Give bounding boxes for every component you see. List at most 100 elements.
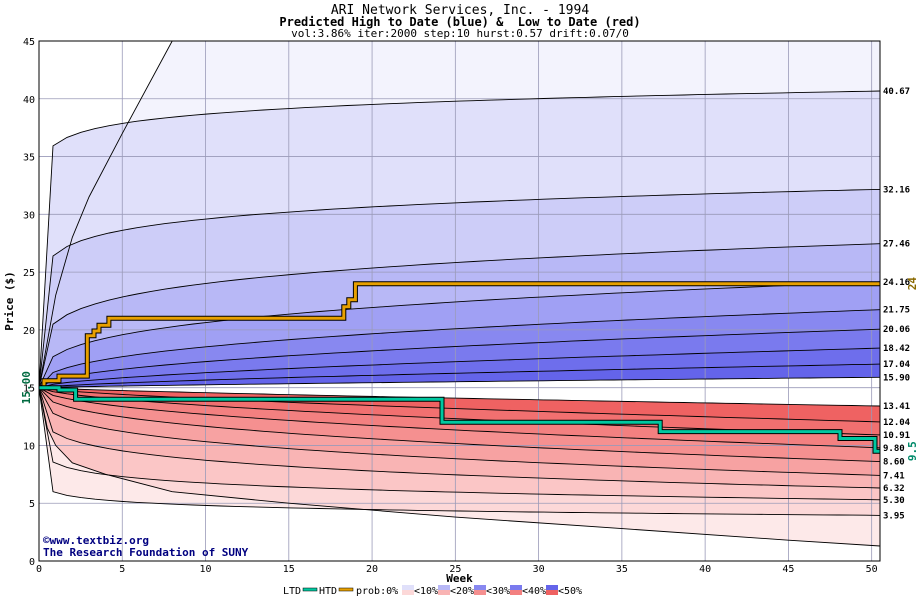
legend-bin-swatch-low [546,590,558,595]
low-band [39,387,880,516]
legend-bin-label: <50% [558,586,582,597]
x-tick-label: 40 [699,564,711,575]
x-tick-label: 15 [283,564,295,575]
legend-bin-swatch-low [402,590,414,595]
low-band [39,387,880,462]
legend-bin-swatch-high [546,585,558,590]
low-band [39,387,880,422]
x-tick-label: 10 [200,564,212,575]
chart-title: ARI Network Services, Inc. - 1994 [330,3,590,18]
legend-bin-swatch-high [510,585,522,590]
high-quantile-line [38,347,881,389]
quantile-end-label: 32.16 [883,185,910,195]
outer-high-line [38,40,173,388]
y-tick-label: 20 [23,326,35,337]
quantile-end-label: 27.46 [883,240,910,250]
quantile-end-label: 18.42 [883,344,910,354]
plot-frame [38,40,881,562]
low-quantile-line [38,387,881,476]
high-band [39,189,880,388]
legend-bin-label: <30% [486,586,510,597]
legend-htd-label: HTD [319,586,337,597]
x-tick-label: 35 [616,564,628,575]
quantile-end-label: 5.30 [883,496,905,506]
high-quantile-line [38,363,881,389]
low-quantile-line [38,387,881,407]
quantile-end-label: 24.16 [883,278,910,288]
y-tick-label: 45 [23,37,35,48]
x-tick-label: 50 [866,564,878,575]
legend-ltd-label: LTD [283,586,301,597]
low-quantile-line [38,387,881,516]
legend-bin-label: <20% [450,586,474,597]
x-tick-label: 20 [366,564,378,575]
quantile-end-label: 6.32 [883,484,905,494]
quantile-end-label: 12.04 [883,418,911,428]
legend-bin-swatch-high [474,585,486,590]
quantile-end-label: 40.67 [883,87,910,97]
x-tick-label: 0 [36,564,42,575]
legend-bin-swatch-high [402,585,414,590]
quantile-end-label: 8.60 [883,458,905,468]
quantile-end-label: 17.04 [883,360,911,370]
y-tick-label: 25 [23,268,35,279]
high-band [39,364,880,388]
legend-prob-label: prob:0% [356,586,398,597]
quantile-end-label: 20.06 [883,325,910,335]
y-tick-label: 35 [23,153,35,164]
high-quantile-line [38,281,881,388]
legend-ltd-swatch [302,587,318,592]
high-band [39,281,880,388]
start-price-label: 15.00 [20,371,33,404]
x-tick-label: 25 [449,564,461,575]
y-tick-label: 40 [23,95,35,106]
low-band [39,387,880,435]
high-band [39,309,880,388]
low-band [39,387,880,476]
legend-bin-swatch-high [438,585,450,590]
quantile-end-label: 21.75 [883,306,910,316]
high-quantile-line [38,243,881,388]
chart-subtitle: Predicted High to Date (blue) & Low to D… [279,15,641,29]
low-quantile-line [38,387,881,449]
watermark-org: The Research Foundation of SUNY [43,546,249,559]
outer-low-line [38,387,881,547]
high-quantile-line [38,188,881,388]
high-band [39,91,880,388]
legend-bin-swatch-low [474,590,486,595]
high-band [39,348,880,388]
quantile-end-label: 7.41 [883,471,905,481]
low-quantile-line [38,387,881,489]
legend-bin-swatch-low [438,590,450,595]
low-quantile-line [38,387,881,501]
high-quantile-line [38,376,881,389]
watermark-url: ©www.textbiz.org [43,534,149,547]
quantile-end-label: 3.95 [883,511,905,521]
legend-bin-swatch-low [510,590,522,595]
y-tick-label: 30 [23,210,35,221]
quantile-end-label: 15.90 [883,373,910,383]
quantile-end-label: 13.41 [883,402,910,412]
x-axis-label: Week [446,572,473,585]
legend-bin-label: <40% [522,586,546,597]
legend-htd-swatch [338,587,354,592]
high-quantile-line [38,328,881,389]
y-tick-label: 10 [23,441,35,452]
last-low-label: 9.5 [906,441,919,461]
high-quantile-line [38,90,881,388]
y-axis-label: Price ($) [3,271,16,331]
high-band-outer [39,41,880,388]
low-band [39,387,880,500]
high-band [39,329,880,388]
x-tick-label: 5 [119,564,125,575]
last-high-label: 24 [906,277,919,291]
high-band [39,243,880,388]
low-band [39,387,880,488]
low-quantile-line [38,387,881,463]
x-tick-label: 30 [533,564,545,575]
series-htd [39,282,880,390]
legend-bin-label: <10% [414,586,438,597]
series-ltd [39,386,880,453]
high-quantile-line [38,309,881,389]
